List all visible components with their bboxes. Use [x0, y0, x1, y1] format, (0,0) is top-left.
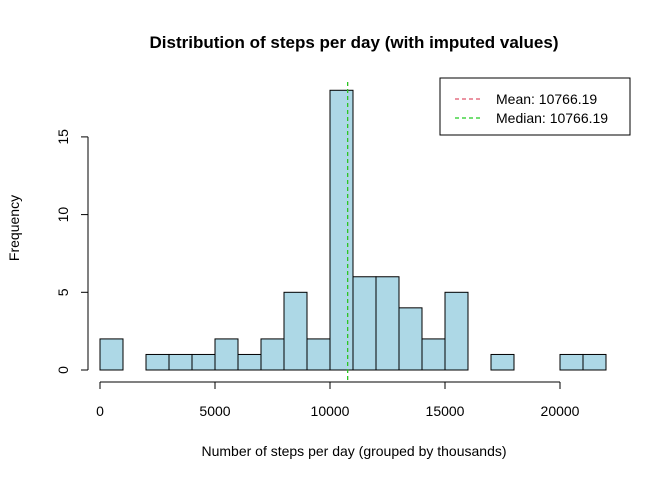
bars-group — [99, 89, 607, 371]
x-tick-label: 15000 — [426, 403, 465, 419]
legend-mean-label: Mean: 10766.19 — [496, 91, 597, 107]
y-tick-label: 0 — [55, 366, 71, 374]
histogram-bar — [329, 89, 354, 371]
histogram-bar — [421, 338, 446, 371]
histogram-bar — [191, 353, 216, 371]
histogram-bar — [559, 353, 584, 371]
histogram-bar — [260, 338, 285, 371]
legend: Mean: 10766.19 Median: 10766.19 — [439, 77, 631, 136]
histogram-bar — [214, 338, 239, 371]
x-axis-label: Number of steps per day (grouped by thou… — [201, 443, 506, 459]
histogram-bar — [283, 291, 308, 371]
histogram-bar — [398, 307, 423, 371]
y-axis: 0 5 10 15 — [55, 129, 89, 374]
histogram-bar — [237, 353, 262, 371]
histogram-bar — [375, 276, 400, 371]
x-tick-label: 5000 — [199, 403, 230, 419]
x-axis: 0 5000 10000 15000 20000 — [96, 381, 580, 419]
x-tick-label: 10000 — [311, 403, 350, 419]
legend-box — [439, 77, 631, 136]
histogram-bar — [444, 291, 469, 371]
histogram-bar — [352, 276, 377, 371]
x-tick-label: 20000 — [541, 403, 580, 419]
y-tick-label: 5 — [55, 288, 71, 296]
histogram-bar — [582, 353, 607, 371]
y-axis-label: Frequency — [6, 195, 22, 261]
histogram-bar — [99, 338, 124, 371]
y-tick-label: 15 — [55, 129, 71, 145]
x-tick-label: 0 — [96, 403, 104, 419]
histogram-bar — [145, 353, 170, 371]
histogram-bar — [306, 338, 331, 371]
y-tick-label: 10 — [55, 207, 71, 223]
chart-title: Distribution of steps per day (with impu… — [150, 33, 559, 52]
legend-median-label: Median: 10766.19 — [496, 110, 608, 126]
histogram-bar — [490, 353, 515, 371]
histogram-bar — [168, 353, 193, 371]
